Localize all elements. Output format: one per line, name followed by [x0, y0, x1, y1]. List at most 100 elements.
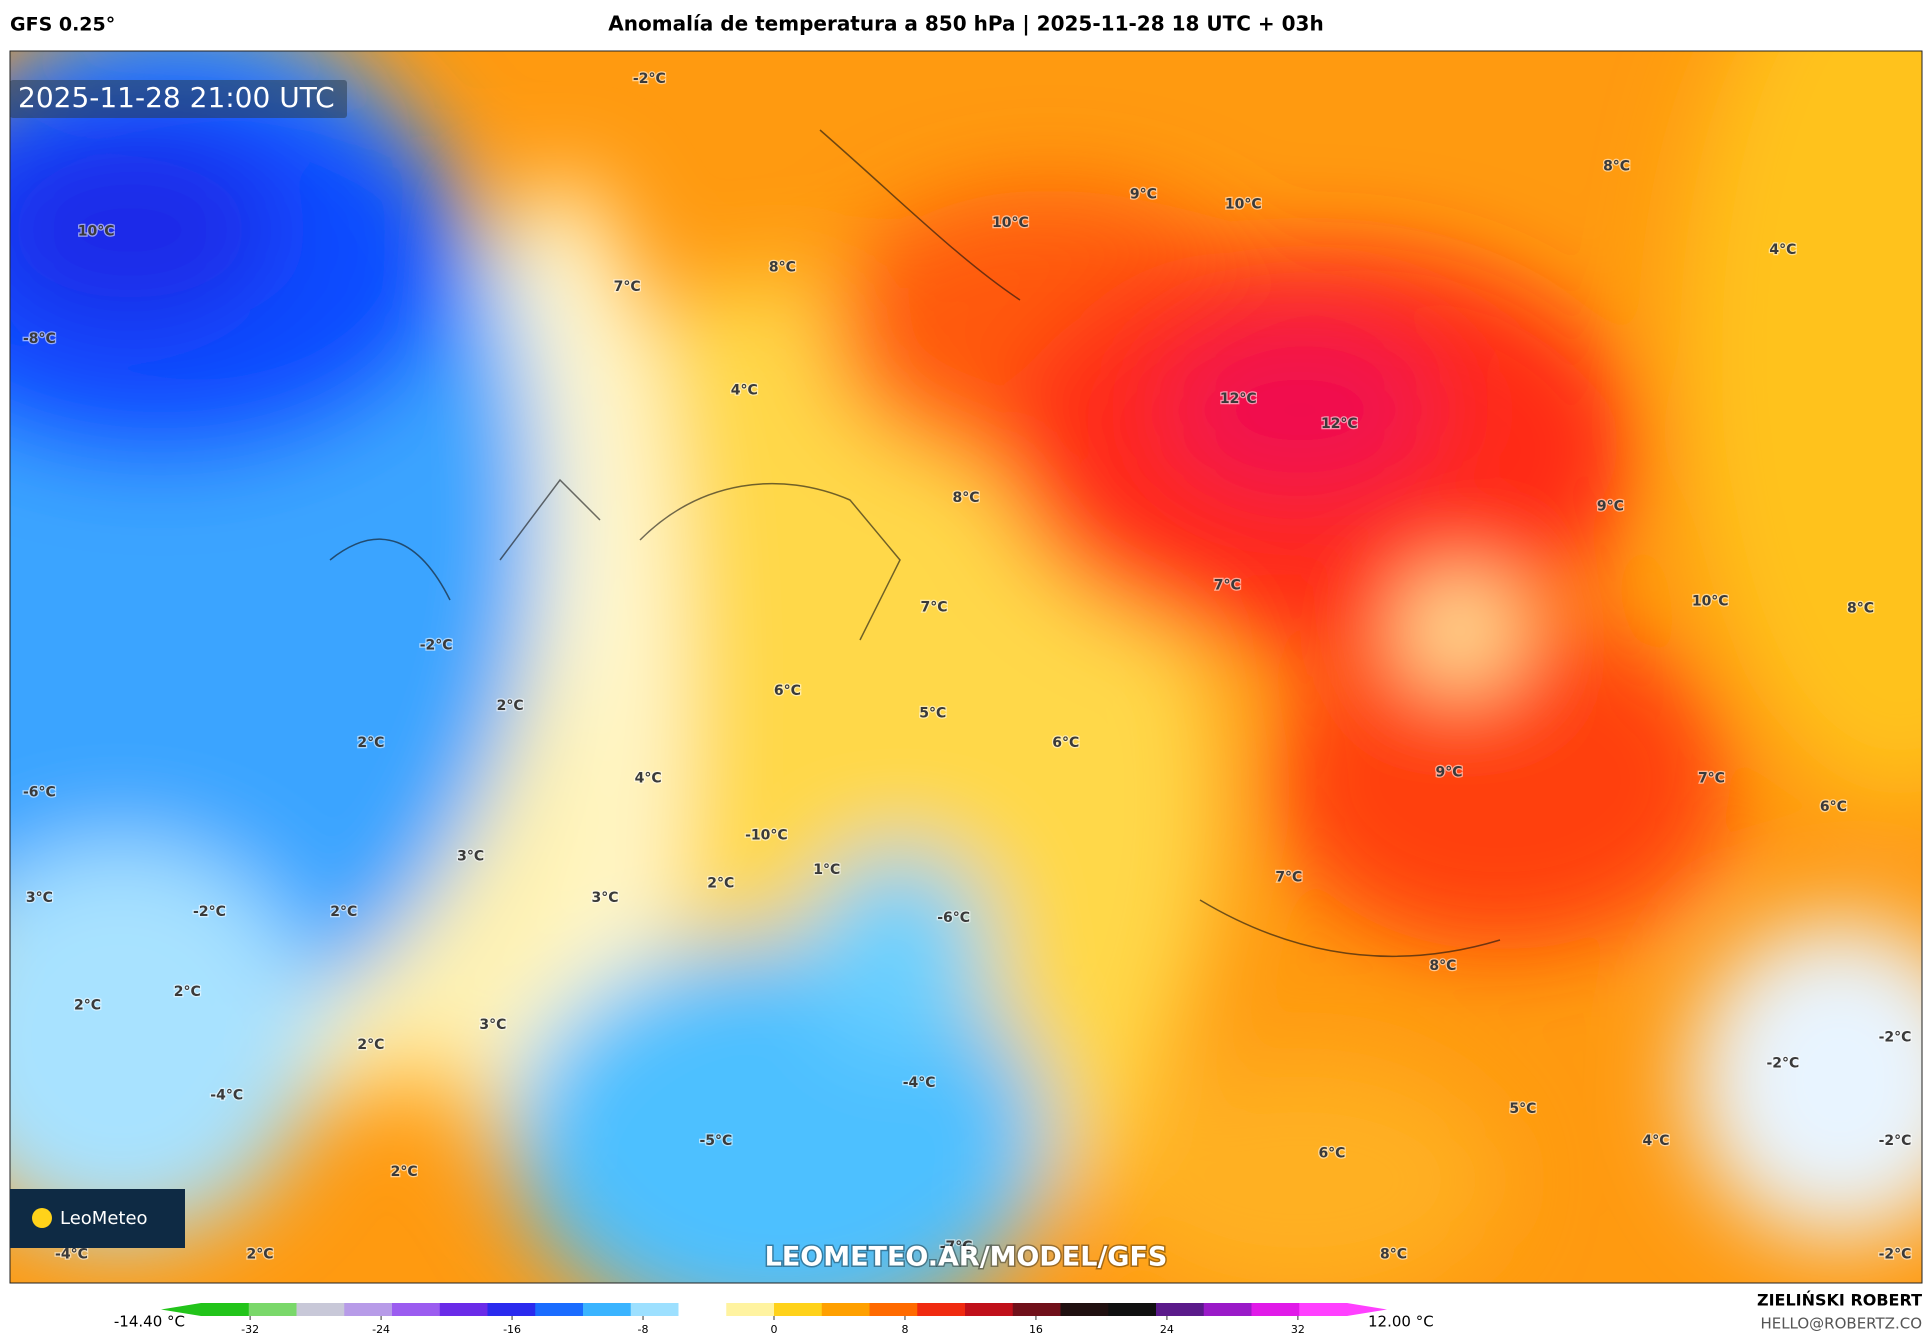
colorbar-swatch: [726, 1303, 775, 1316]
contour-label: 5°C: [919, 705, 946, 721]
contour-label: 6°C: [1052, 735, 1079, 751]
contour-label: 8°C: [952, 490, 979, 506]
colorbar-swatch: [774, 1303, 823, 1316]
contour-label: -4°C: [55, 1246, 88, 1262]
colorbar-end: [1347, 1303, 1387, 1316]
colorbar-swatch: [1012, 1303, 1061, 1316]
colorbar-tick-label: -16: [503, 1323, 521, 1336]
colorbar-swatch: [1203, 1303, 1252, 1316]
colorbar-swatch: [630, 1303, 679, 1316]
contour-label: 8°C: [1603, 158, 1630, 174]
contour-label: 10°C: [992, 215, 1029, 231]
colorbar-tick-label: -32: [241, 1323, 259, 1336]
contour-label: 12°C: [1220, 391, 1257, 407]
contour-label: 8°C: [769, 259, 796, 275]
colorbar-swatch: [821, 1303, 870, 1316]
contour-label: -5°C: [699, 1133, 732, 1149]
email: HELLO@ROBERTZ.CO: [1760, 1315, 1922, 1333]
colorbar-swatch: [344, 1303, 393, 1316]
colorbar-max: 12.00 °C: [1368, 1313, 1434, 1331]
contour-label: 7°C: [920, 599, 947, 615]
contour-label: 10°C: [1692, 593, 1729, 609]
contour-label: 2°C: [74, 997, 101, 1013]
watermark: LEOMETEO.AR/MODEL/GFS: [765, 1242, 1168, 1273]
colorbar-tick-label: 24: [1160, 1323, 1174, 1336]
contour-label: -4°C: [210, 1087, 243, 1103]
colorbar-tick-label: -24: [372, 1323, 390, 1336]
colorbar-tick-label: 0: [771, 1323, 778, 1336]
contour-label: 8°C: [1847, 601, 1874, 617]
contour-label: 7°C: [614, 279, 641, 295]
colorbar-swatch: [296, 1303, 345, 1316]
colorbar-end: [161, 1303, 201, 1316]
contour-label: 9°C: [1597, 498, 1624, 514]
contour-label: 10°C: [1225, 197, 1262, 213]
contour-label: 3°C: [591, 890, 618, 906]
colorbar-swatch: [869, 1303, 918, 1316]
contour-label: 8°C: [1380, 1246, 1407, 1262]
author: ZIELIŃSKI ROBERT: [1757, 1291, 1922, 1310]
colorbar-swatch: [1108, 1303, 1157, 1316]
colorbar-swatch: [487, 1303, 536, 1316]
colorbar-swatch: [1156, 1303, 1205, 1316]
contour-label: 3°C: [479, 1017, 506, 1033]
contour-label: 2°C: [246, 1246, 273, 1262]
contour-label: -7°C: [940, 1239, 973, 1255]
contour-label: 4°C: [635, 771, 662, 787]
colorbar-swatch: [678, 1303, 727, 1316]
contour-label: 4°C: [1769, 242, 1796, 258]
title: Anomalía de temperatura a 850 hPa | 2025…: [608, 12, 1323, 36]
contour-label: 6°C: [774, 683, 801, 699]
contour-label: -2°C: [1879, 1029, 1912, 1045]
contour-label: -2°C: [1879, 1246, 1912, 1262]
contour-label: 6°C: [1820, 799, 1847, 815]
colorbar-swatch: [439, 1303, 488, 1316]
colorbar: -32 -24 -16 -8 0 8 16 24 32: [161, 1303, 1387, 1336]
contour-label: -2°C: [420, 638, 453, 654]
contour-label: 10°C: [78, 224, 115, 240]
contour-label: 6°C: [1318, 1145, 1345, 1161]
contour-label: -10°C: [745, 827, 788, 843]
colorbar-tick-label: 16: [1029, 1323, 1043, 1336]
colorbar-swatch: [201, 1303, 250, 1316]
colorbar-swatch: [1060, 1303, 1109, 1316]
colorbar-swatch: [248, 1303, 297, 1316]
colorbar-swatch: [1251, 1303, 1300, 1316]
contour-label: 2°C: [707, 875, 734, 891]
contour-label: 5°C: [1509, 1101, 1536, 1117]
timestamp: 2025-11-28 21:00 UTC: [18, 81, 335, 114]
contour-label: 2°C: [330, 904, 357, 920]
contour-label: -6°C: [23, 784, 56, 800]
contour-label: 3°C: [26, 890, 53, 906]
contour-label: 2°C: [391, 1164, 418, 1180]
contour-label: -2°C: [1766, 1055, 1799, 1071]
colorbar-swatch: [392, 1303, 441, 1316]
contour-label: 4°C: [731, 383, 758, 399]
colorbar-swatch: [583, 1303, 632, 1316]
contour-label: -6°C: [937, 910, 970, 926]
contour-label: 7°C: [1275, 869, 1302, 885]
contour-label: 7°C: [1698, 771, 1725, 787]
contour-label: 2°C: [357, 735, 384, 751]
colorbar-swatch: [965, 1303, 1014, 1316]
contour-label: 12°C: [1321, 416, 1358, 432]
contour-label: 7°C: [1214, 577, 1241, 593]
contour-label: 2°C: [357, 1037, 384, 1053]
contour-label: -2°C: [633, 71, 666, 87]
colorbar-tick-label: 8: [901, 1323, 908, 1336]
colorbar-swatch: [917, 1303, 966, 1316]
timestamp-box: [10, 80, 347, 118]
contour-label: 2°C: [174, 984, 201, 1000]
contour-label: 3°C: [457, 848, 484, 864]
contour-label: 2°C: [497, 698, 524, 714]
colorbar-swatch: [1299, 1303, 1348, 1316]
contour-label: -2°C: [1879, 1133, 1912, 1149]
contour-label: -8°C: [23, 331, 56, 347]
contour-label: 9°C: [1435, 765, 1462, 781]
contour-label: 1°C: [813, 862, 840, 878]
contour-label: 8°C: [1429, 958, 1456, 974]
contour-label: -2°C: [193, 904, 226, 920]
